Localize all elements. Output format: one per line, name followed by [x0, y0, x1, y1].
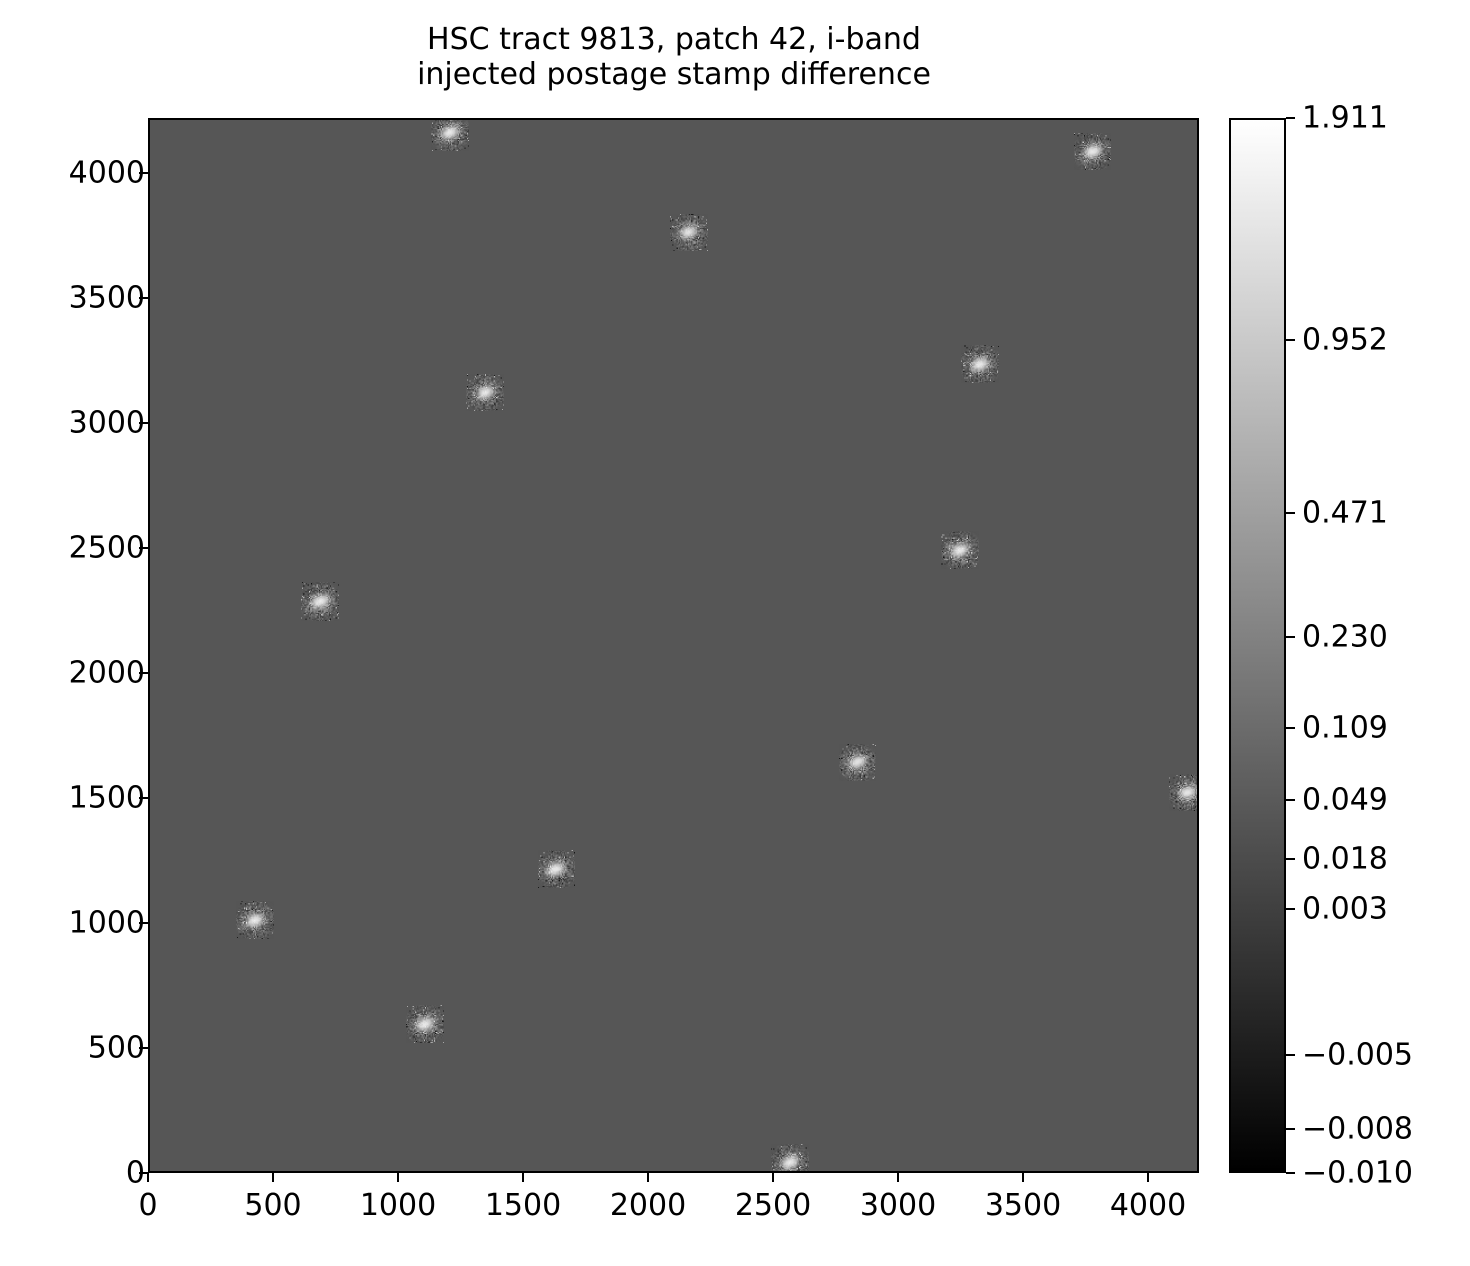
- x-tick-label: 2000: [609, 1188, 687, 1223]
- colorbar-tick: [1286, 1172, 1295, 1174]
- x-tick-label: 500: [244, 1188, 302, 1223]
- y-tick: [139, 297, 148, 299]
- colorbar-tick: [1286, 1054, 1295, 1057]
- colorbar-tick-label: −0.005: [1302, 1037, 1414, 1073]
- colorbar-tick: [1286, 1128, 1295, 1131]
- injected-source-stamp: [466, 373, 504, 412]
- x-tick-label: 3000: [859, 1188, 937, 1223]
- x-tick-label: 1500: [484, 1188, 562, 1223]
- injected-source-stamp: [300, 581, 340, 621]
- y-tick-label: 2000: [68, 655, 145, 691]
- y-tick: [139, 547, 148, 549]
- colorbar-tick-label: 0.003: [1302, 891, 1388, 927]
- x-tick-label: 4000: [1109, 1188, 1187, 1223]
- chart-title: HSC tract 9813, patch 42, i-band injecte…: [148, 22, 1200, 92]
- x-tick: [647, 1173, 649, 1182]
- injected-source-stamp: [431, 120, 469, 152]
- injected-source-stamp: [406, 1005, 444, 1043]
- x-tick: [147, 1173, 149, 1182]
- injected-source-stamp: [838, 743, 877, 782]
- y-tick-label: 3500: [68, 280, 145, 316]
- injected-source-stamp: [236, 901, 274, 939]
- image-axes[interactable]: [148, 118, 1199, 1173]
- colorbar-tick-label: 0.049: [1302, 782, 1388, 818]
- colorbar-tick: [1286, 339, 1295, 342]
- colorbar-tick: [1286, 799, 1295, 802]
- injected-source-stamp: [537, 850, 575, 888]
- y-tick: [139, 1172, 148, 1174]
- x-tick: [1147, 1173, 1149, 1182]
- y-tick: [139, 422, 148, 424]
- x-tick-label: 2500: [734, 1188, 812, 1223]
- colorbar-tick-label: 0.109: [1302, 710, 1388, 746]
- y-tick-label: 4000: [68, 155, 145, 191]
- difference-image: [150, 120, 1197, 1171]
- x-tick: [772, 1173, 774, 1182]
- x-tick-label: 3500: [984, 1188, 1062, 1223]
- chart-title-line1: HSC tract 9813, patch 42, i-band: [427, 22, 921, 57]
- chart-title-line2: injected postage stamp difference: [417, 57, 931, 92]
- colorbar-tick-label: 0.471: [1302, 495, 1388, 531]
- y-tick-label: 3000: [68, 405, 145, 441]
- colorbar-tick-label: −0.008: [1302, 1111, 1414, 1147]
- colorbar-tick: [1286, 512, 1295, 515]
- y-tick-label: 2500: [68, 530, 145, 566]
- y-tick-label: 0: [125, 1155, 145, 1191]
- y-tick-label: 500: [87, 1030, 145, 1066]
- colorbar-tick-label: 1.911: [1302, 100, 1388, 136]
- y-tick: [139, 922, 148, 924]
- y-tick-label: 1500: [68, 780, 145, 816]
- colorbar-tick: [1286, 727, 1295, 730]
- injected-source-stamp: [941, 531, 979, 569]
- colorbar-tick: [1286, 635, 1295, 638]
- x-tick-label: 1000: [359, 1188, 437, 1223]
- injected-source-stamp: [670, 213, 708, 252]
- colorbar[interactable]: [1229, 118, 1286, 1173]
- y-tick-label: 1000: [68, 905, 145, 941]
- colorbar-tick-label: 0.018: [1302, 841, 1388, 877]
- x-tick: [1022, 1173, 1024, 1182]
- y-tick: [139, 172, 148, 174]
- y-tick: [139, 672, 148, 674]
- y-tick: [139, 1047, 148, 1049]
- x-tick: [272, 1173, 274, 1182]
- x-tick: [897, 1173, 899, 1182]
- injected-source-stamp: [771, 1143, 809, 1171]
- colorbar-tick-label: 0.230: [1302, 619, 1388, 655]
- x-tick: [522, 1173, 524, 1182]
- colorbar-tick: [1286, 117, 1295, 119]
- colorbar-tick: [1286, 907, 1295, 910]
- x-tick: [397, 1173, 399, 1182]
- y-tick: [139, 797, 148, 799]
- injected-source-stamp: [1073, 132, 1112, 170]
- injected-source-stamp: [961, 345, 999, 383]
- x-tick-label: 0: [138, 1188, 158, 1223]
- colorbar-tick: [1286, 858, 1295, 861]
- colorbar-tick-label: 0.952: [1302, 322, 1388, 358]
- colorbar-tick-label: −0.010: [1302, 1155, 1414, 1191]
- injected-source-stamp: [1168, 773, 1197, 812]
